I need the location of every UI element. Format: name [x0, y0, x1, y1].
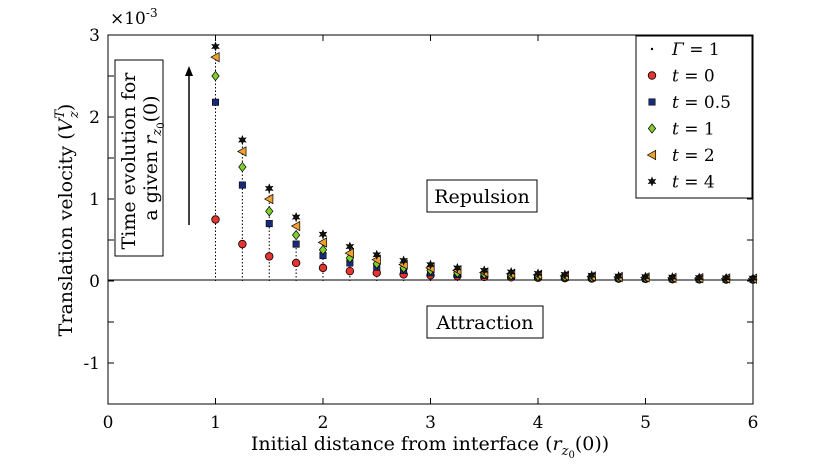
x-tick-label: 2 [318, 413, 329, 433]
marker-t-2 [317, 237, 328, 248]
marker-t-2 [344, 247, 354, 259]
marker-t-4 [291, 212, 301, 223]
x-tick-label: 1 [210, 413, 221, 433]
marker-t-4 [238, 134, 247, 145]
legend-marker [647, 123, 657, 134]
marker-t-0 [291, 258, 301, 268]
marker-t-0-5 [212, 98, 220, 106]
marker-t-2 [263, 193, 274, 205]
x-tick-label: 6 [748, 413, 759, 433]
time-arrowhead [185, 66, 193, 76]
marker-t-4 [264, 183, 274, 194]
marker-t-4 [587, 270, 597, 281]
x-tick-label: 3 [425, 413, 436, 433]
legend-box [635, 35, 753, 199]
marker-t-0 [265, 252, 274, 261]
time-evolution-annotation: Time evolution for a given rz0(0) [114, 59, 193, 257]
marker-t-4 [318, 229, 328, 240]
marker-t-1 [318, 244, 328, 256]
marker-t-0 [345, 266, 355, 276]
y-axis-label: Translation velocity (VTz) [53, 104, 82, 337]
legend-entry: t = 2 [672, 146, 715, 166]
marker-t-0 [211, 215, 220, 224]
x-tick-label: 5 [640, 413, 651, 433]
y-tick-label: 0 [89, 272, 100, 292]
marker-t-4 [453, 262, 462, 273]
marker-t-1 [238, 161, 247, 173]
legend-marker [647, 71, 657, 80]
marker-t-4 [668, 272, 677, 283]
marker-t-4 [641, 271, 650, 282]
y-multiplier: ×10-3 [110, 6, 158, 29]
marker-t-4 [426, 259, 435, 270]
marker-t-1 [291, 229, 301, 241]
legend-entry: Γ = 1 [671, 40, 720, 60]
time-evolution-box [114, 59, 164, 257]
marker-t-1 [211, 70, 220, 82]
marker-t-4 [533, 268, 543, 279]
attraction-label: Attraction [435, 312, 533, 334]
marker-t-2 [290, 220, 301, 232]
marker-t-2 [237, 146, 247, 157]
marker-t-2 [210, 51, 220, 63]
marker-t-4 [479, 265, 489, 276]
legend: Γ = 1 t = 0 t = 0.5 t = 1 t = 2 t = 4 [635, 35, 753, 199]
marker-t-4 [506, 266, 516, 277]
marker-t-4 [372, 249, 382, 260]
marker-t-4 [694, 272, 704, 283]
marker-t-0 [238, 239, 247, 249]
marker-t-4 [211, 41, 220, 52]
y-tick-label: 2 [89, 108, 100, 128]
marker-t-1 [265, 206, 274, 217]
marker-t-4 [399, 255, 408, 266]
legend-entry: t = 1 [672, 120, 715, 140]
x-tick-label: 4 [533, 413, 544, 433]
legend-marker [646, 149, 657, 161]
marker-t-0-5 [265, 220, 273, 228]
marker-t-0-5 [292, 240, 300, 248]
marker-t-4 [345, 241, 355, 252]
marker-t-0-5 [238, 181, 246, 189]
legend-entry: t = 4 [672, 173, 715, 193]
repulsion-box [426, 179, 538, 213]
marker-t-4 [721, 272, 731, 283]
attraction-box [426, 305, 544, 339]
time-evolution-text: Time evolution for a given rz0(0) [118, 67, 167, 250]
legend-marker [650, 47, 654, 51]
marker-t-4 [560, 269, 570, 280]
marker-t-0 [318, 263, 328, 273]
repulsion-label: Repulsion [434, 186, 530, 208]
data-markers [210, 41, 758, 285]
y-tick-label: 3 [89, 26, 100, 46]
marker-t-4 [748, 273, 758, 284]
legend-marker [647, 176, 657, 187]
x-axis-label: Initial distance from interface (rz0(0)) [251, 433, 609, 461]
legend-entry: t = 0 [672, 67, 715, 87]
x-tick-label: 0 [103, 413, 114, 433]
y-tick-label: -1 [83, 354, 100, 374]
y-tick-label: 1 [89, 190, 100, 210]
marker-t-4 [614, 271, 623, 282]
legend-entry: t = 0.5 [672, 93, 731, 113]
legend-marker [648, 98, 656, 106]
